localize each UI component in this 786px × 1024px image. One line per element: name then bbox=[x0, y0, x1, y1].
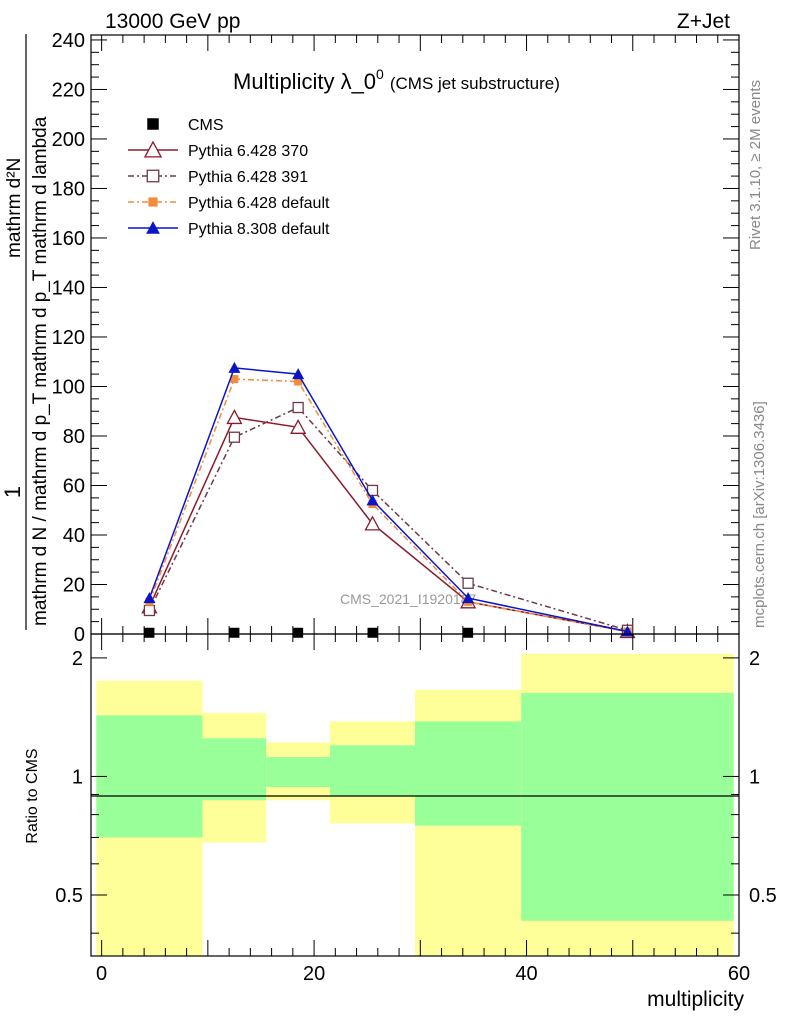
rivet-version-label: Rivet 3.1.10, ≥ 2M events bbox=[747, 80, 764, 250]
energy-label: 13000 GeV pp bbox=[105, 10, 240, 33]
main-y-tick-label: 140 bbox=[52, 277, 85, 299]
data-point-cms bbox=[229, 627, 240, 638]
data-point-cms bbox=[144, 627, 155, 638]
legend-label-p8def: Pythia 8.308 default bbox=[188, 221, 330, 238]
main-y-tick-label: 20 bbox=[63, 574, 85, 596]
legend-marker-p8def bbox=[146, 221, 160, 234]
ratio-y-tick-label: 2 bbox=[72, 648, 83, 670]
data-point-p8def bbox=[143, 592, 156, 604]
main-y-tick-label: 0 bbox=[74, 624, 85, 646]
series-line-p6def bbox=[148, 378, 628, 633]
ratio-y-tick-label: 1 bbox=[72, 766, 83, 788]
main-y-axis: 0 20 40 60 80 100 120 140 160 180 200 220 240 bbox=[52, 30, 739, 646]
ratio-y-tick-label-right: 0.5 bbox=[749, 885, 777, 907]
data-point-p370 bbox=[290, 418, 307, 434]
data-point-p391 bbox=[143, 604, 156, 617]
ylabel-numerator: 1 bbox=[0, 486, 25, 498]
main-y-tick-label: 40 bbox=[63, 525, 85, 547]
ratio-ylabel: Ratio to CMS bbox=[24, 748, 41, 843]
ratio-y-tick-label-right: 2 bbox=[749, 648, 760, 670]
ylabel-extra: mathrm d²N bbox=[4, 158, 25, 258]
ratio-band-inner bbox=[266, 757, 331, 788]
chart-title: Multiplicity λ_00 (CMS jet substructure) bbox=[233, 66, 560, 94]
main-y-tick-label: 80 bbox=[63, 426, 85, 448]
data-point-p8def bbox=[366, 494, 379, 506]
main-y-tick-label: 240 bbox=[52, 30, 85, 52]
y-axis-label: 1 mathrm d N / mathrm d p_T mathrm d p_T… bbox=[0, 34, 51, 630]
ratio-y-tick-label-right: 1 bbox=[749, 766, 760, 788]
source-label: mcplots.cern.ch [arXiv:1306.3436] bbox=[751, 401, 768, 628]
ratio-y-tick-label: 0.5 bbox=[55, 885, 83, 907]
data-point-p6def bbox=[230, 375, 239, 384]
legend-label-cms: CMS bbox=[188, 117, 224, 134]
data-point-cms bbox=[367, 627, 378, 638]
legend-label-p6def: Pythia 6.428 default bbox=[188, 195, 330, 212]
chart-title-main: Multiplicity λ_0 bbox=[233, 69, 376, 94]
main-x-axis bbox=[101, 35, 740, 634]
main-plot: 0 20 40 60 80 100 120 140 160 180 200 220 240 CMS_20… bbox=[52, 30, 740, 646]
ratio-band-inner bbox=[202, 738, 267, 801]
data-point-p391 bbox=[462, 577, 474, 589]
main-y-tick-label: 120 bbox=[52, 327, 85, 349]
ratio-x-axis: 0 20 40 60 bbox=[96, 634, 750, 985]
legend: CMS Pythia 6.428 370 Pythia 6.428 391 Pythi… bbox=[128, 117, 330, 238]
ratio-band-inner bbox=[96, 715, 203, 838]
series-line-p370 bbox=[148, 416, 628, 633]
legend-label-p370: Pythia 6.428 370 bbox=[188, 143, 308, 160]
x-tick-label: 0 bbox=[96, 963, 107, 985]
legend-marker-p6def bbox=[148, 197, 158, 207]
series-line-p391 bbox=[148, 406, 628, 632]
chart-title-sup: 0 bbox=[376, 66, 384, 82]
x-tick-label: 20 bbox=[303, 963, 325, 985]
data-point-p370 bbox=[226, 409, 243, 425]
process-label: Z+Jet bbox=[677, 10, 730, 33]
ratio-y-axis: 0.5 0.5 1 1 2 2 bbox=[55, 648, 777, 934]
data-point-cms bbox=[293, 627, 304, 638]
main-y-tick-label: 200 bbox=[52, 129, 85, 151]
data-point-p8def bbox=[228, 361, 241, 373]
main-y-tick-label: 100 bbox=[52, 376, 85, 398]
data-point-p370 bbox=[364, 515, 381, 531]
legend-marker-p391 bbox=[146, 169, 160, 183]
x-tick-label: 40 bbox=[515, 963, 537, 985]
data-point-p391 bbox=[228, 431, 241, 443]
ratio-plot: 0.5 0.5 1 1 2 2 0 20 40 60 Ratio to CMS multipli… bbox=[24, 633, 777, 1011]
data-point-p8def bbox=[462, 592, 475, 604]
x-axis-label: multiplicity bbox=[647, 988, 744, 1011]
ratio-band-inner bbox=[521, 692, 734, 921]
main-y-tick-label: 160 bbox=[52, 228, 85, 250]
legend-marker-cms bbox=[147, 118, 159, 130]
legend-label-p391: Pythia 6.428 391 bbox=[188, 169, 308, 186]
x-tick-label: 60 bbox=[728, 963, 750, 985]
main-y-tick-label: 180 bbox=[52, 178, 85, 200]
ratio-band-inner bbox=[330, 745, 415, 797]
ratio-plot-frame bbox=[90, 633, 740, 957]
data-point-p8def bbox=[292, 368, 305, 380]
data-point-p6def bbox=[294, 377, 303, 386]
legend-marker-p370 bbox=[143, 140, 163, 158]
main-y-tick-label: 220 bbox=[52, 79, 85, 101]
ylabel-denominator: mathrm d N / mathrm d p_T mathrm d p_T m… bbox=[30, 116, 51, 626]
ratio-bands bbox=[96, 653, 734, 956]
chart-title-note: (CMS jet substructure) bbox=[390, 74, 560, 93]
series-line-p8def bbox=[148, 367, 628, 633]
main-y-tick-label: 60 bbox=[63, 475, 85, 497]
series-group bbox=[141, 361, 636, 639]
data-point-p391 bbox=[292, 401, 304, 414]
watermark: CMS_2021_I1920187 bbox=[340, 591, 476, 607]
ratio-band-inner bbox=[415, 721, 522, 826]
data-point-cms bbox=[463, 627, 474, 638]
